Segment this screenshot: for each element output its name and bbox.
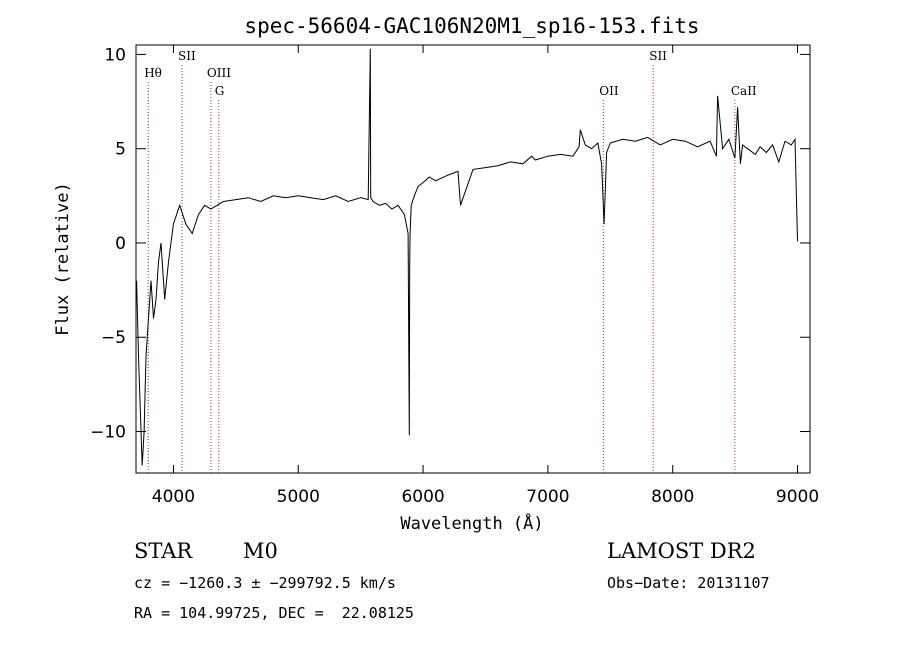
x-tick-label: 4000 xyxy=(152,487,195,507)
y-axis-label: Flux (relative) xyxy=(53,182,73,336)
x-axis-label: Wavelength (Å) xyxy=(400,512,543,534)
ra-dec-readout: RA = 104.99725, DEC = 22.08125 xyxy=(134,604,414,622)
obs-date: Obs−Date: 20131107 xyxy=(607,574,770,592)
x-tick-label: 9000 xyxy=(776,487,819,507)
spectrum-series-line xyxy=(136,48,798,466)
x-tick-label: 8000 xyxy=(651,487,694,507)
species-line-label: CaII xyxy=(731,84,757,98)
chart-title: spec-56604-GAC106N20M1_sp16-153.fits xyxy=(244,14,699,38)
object-subclass: M0 xyxy=(243,539,278,563)
plot-frame xyxy=(135,44,811,474)
y-tick-label: −5 xyxy=(101,328,126,348)
y-tick-label: 5 xyxy=(115,140,126,160)
survey-name: LAMOST DR2 xyxy=(607,539,756,563)
y-tick-label: 0 xyxy=(115,234,126,254)
species-line-label: SII xyxy=(178,49,196,63)
species-line-label: G xyxy=(215,84,225,98)
y-tick-label: 10 xyxy=(104,45,126,65)
species-line-label: OII xyxy=(599,84,619,98)
spectrum-chart: spec-56604-GAC106N20M1_sp16-153.fits Hθ S… xyxy=(53,14,819,534)
species-line-label: SII xyxy=(649,49,667,63)
axis-ticks: 4000 5000 6000 7000 8000 9000 −10 −5 0 5 10 xyxy=(90,45,819,507)
y-tick-label: −10 xyxy=(90,423,126,443)
species-line-label: OIII xyxy=(207,66,231,80)
x-tick-label: 6000 xyxy=(401,487,444,507)
redshift-readout: cz = −1260.3 ± −299792.5 km/s xyxy=(134,574,396,592)
x-tick-label: 7000 xyxy=(526,487,569,507)
species-line-group: Hθ SII OIII G OII SII CaII xyxy=(144,49,757,473)
species-line-label: Hθ xyxy=(144,66,162,80)
x-tick-label: 5000 xyxy=(277,487,320,507)
object-class: STAR xyxy=(134,539,193,563)
